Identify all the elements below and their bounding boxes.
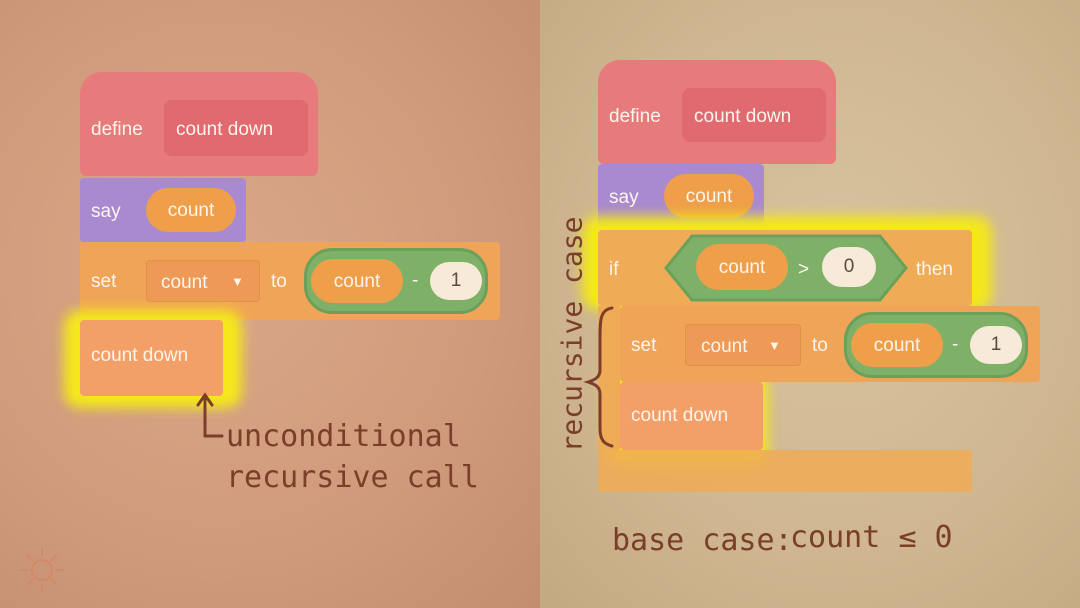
set-to-label: to	[271, 271, 287, 292]
if-block[interactable]: if count > 0 then	[598, 230, 972, 306]
if-keyword: if	[609, 259, 619, 280]
count-down-call-block[interactable]: count down	[620, 382, 763, 450]
if-block-bottom	[598, 450, 972, 492]
set-variable: count	[161, 272, 208, 293]
call-label: count down	[91, 345, 189, 366]
left-panel: define count down say count set count ▼ …	[0, 0, 540, 608]
subtract-operator[interactable]: count - 1	[844, 312, 1028, 378]
say-block[interactable]: say count	[80, 178, 246, 242]
expr-op: -	[412, 270, 419, 291]
set-keyword: set	[91, 271, 117, 292]
base-case-label: base case:	[612, 523, 793, 558]
cond-var: count	[718, 257, 766, 278]
expr-var: count	[333, 271, 381, 292]
define-name: count down	[694, 106, 792, 127]
say-keyword: say	[91, 201, 121, 222]
set-block[interactable]: set count ▼ to count - 1	[620, 306, 1040, 382]
expr-reporter[interactable]: count	[311, 259, 403, 303]
set-block[interactable]: set count ▼ to count - 1	[80, 242, 500, 320]
then-keyword: then	[916, 259, 953, 280]
say-reporter[interactable]: count	[664, 174, 754, 218]
set-keyword: set	[631, 335, 657, 356]
variable-dropdown[interactable]: count ▼	[146, 260, 260, 302]
set-to-label: to	[812, 335, 828, 356]
call-label: count down	[631, 405, 729, 426]
cond-num-input[interactable]: 0	[822, 247, 876, 287]
define-keyword: define	[609, 106, 661, 127]
say-reporter[interactable]: count	[146, 188, 236, 232]
set-variable: count	[701, 336, 748, 357]
expr-num-input[interactable]: 1	[430, 262, 482, 300]
cond-op: >	[798, 259, 810, 280]
define-keyword: define	[91, 119, 143, 140]
subtract-operator[interactable]: count - 1	[304, 248, 488, 314]
say-value: count	[167, 200, 215, 221]
dropdown-arrow-icon: ▼	[231, 274, 244, 289]
annotation-line2: recursive call	[226, 460, 479, 495]
expr-reporter[interactable]: count	[851, 323, 943, 367]
expr-num-input[interactable]: 1	[970, 326, 1022, 364]
count-down-call-block[interactable]: count down	[80, 320, 223, 396]
say-value: count	[685, 186, 733, 207]
define-name-slot: count down	[682, 88, 826, 142]
define-name: count down	[176, 119, 274, 140]
if-block-arm	[598, 306, 620, 450]
variable-dropdown[interactable]: count ▼	[685, 324, 801, 366]
annotation-line1: unconditional	[226, 419, 461, 454]
define-block[interactable]: define count down	[598, 60, 836, 164]
recursive-case-label: recursive case	[555, 216, 589, 453]
expr-op: -	[952, 334, 959, 355]
right-panel: define count down say count if count > 0…	[540, 0, 1080, 608]
define-block[interactable]: define count down	[80, 72, 318, 176]
base-case-expr: count ≤ 0	[790, 520, 953, 555]
say-keyword: say	[609, 187, 639, 208]
cond-reporter[interactable]: count	[696, 244, 788, 290]
expr-var: count	[873, 335, 921, 356]
dropdown-arrow-icon: ▼	[768, 338, 781, 353]
define-name-slot: count down	[164, 100, 308, 156]
